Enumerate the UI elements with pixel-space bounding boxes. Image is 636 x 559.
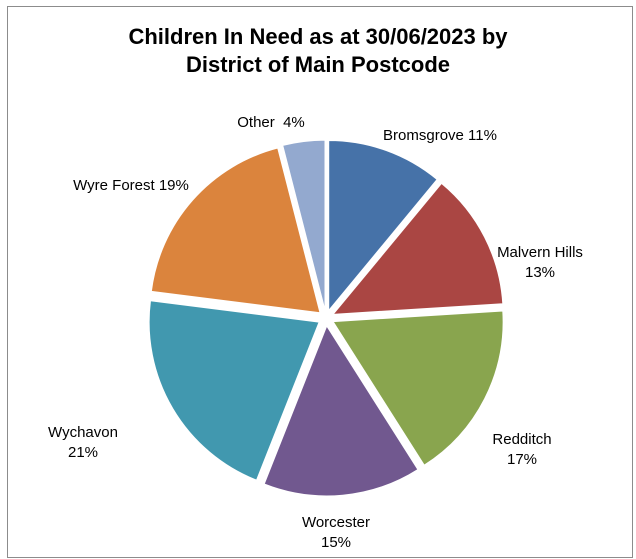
slice-label-malvern-hills: Malvern Hills 13%: [497, 244, 583, 281]
slice-label-redditch: Redditch 17%: [492, 431, 551, 468]
slice-label-line: Worcester: [302, 514, 370, 531]
slice-label-line: Redditch: [492, 431, 551, 448]
slice-label-other: Other 4%: [237, 114, 305, 131]
slice-label-line: 21%: [68, 444, 98, 461]
pie-slice-other: [282, 139, 326, 311]
slice-label-worcester: Worcester 15%: [302, 514, 370, 551]
pie-slice-malvern-hills: [332, 182, 504, 315]
slice-label-wyre-forest: Wyre Forest 19%: [73, 177, 189, 194]
pie-slice-bromsgrove: [328, 139, 438, 312]
slice-label-line: Bromsgrove 11%: [383, 127, 497, 144]
slice-label-line: Wyre Forest 19%: [73, 177, 189, 194]
chart-title-line-1: Children In Need as at 30/06/2023 by: [128, 24, 508, 49]
chart-title: Children In Need as at 30/06/2023 by Dis…: [0, 23, 636, 79]
slice-label-line: Malvern Hills: [497, 244, 583, 261]
slice-label-line: 13%: [525, 264, 555, 281]
slice-label-line: 17%: [507, 451, 537, 468]
slice-label-bromsgrove: Bromsgrove 11%: [383, 127, 497, 144]
slice-label-wychavon: Wychavon 21%: [48, 424, 118, 461]
slice-label-line: Wychavon: [48, 424, 118, 441]
pie-slice-wyre-forest: [150, 147, 321, 314]
pie-slice-redditch: [332, 310, 504, 466]
slice-label-line: Other 4%: [237, 114, 305, 131]
slice-label-line: 15%: [321, 534, 351, 551]
chart-title-line-2: District of Main Postcode: [185, 52, 451, 77]
pie-slice-wychavon: [148, 300, 320, 481]
pie-slice-worcester: [263, 324, 419, 497]
